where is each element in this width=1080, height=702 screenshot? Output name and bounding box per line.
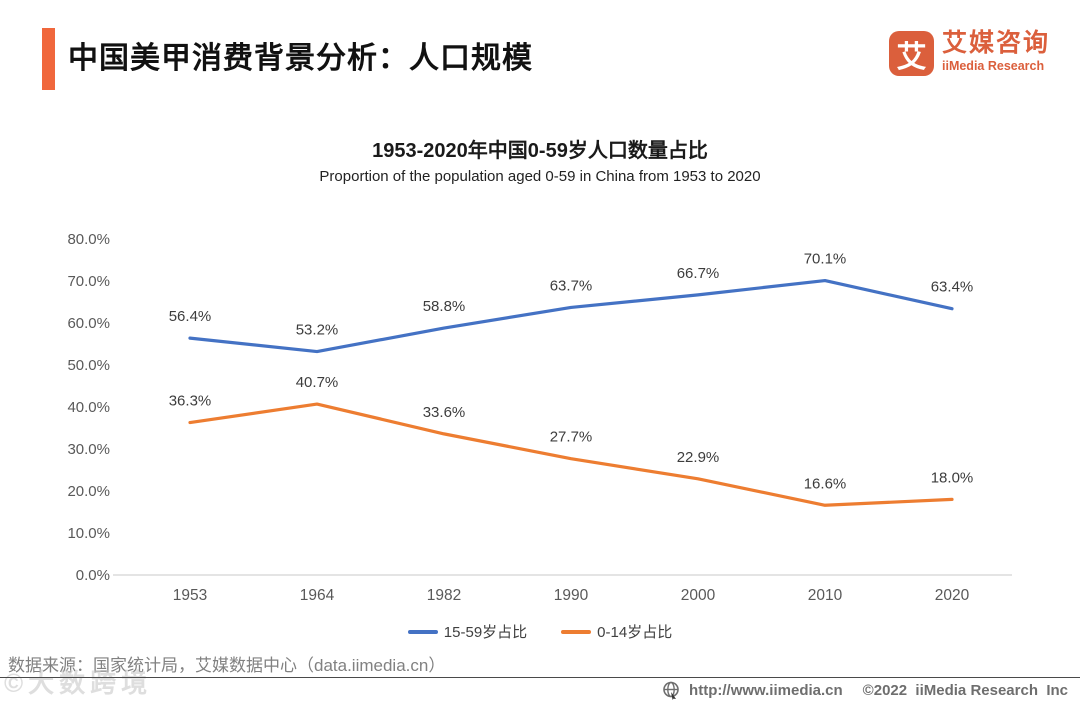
series-line-0 [188, 278, 954, 354]
website-url[interactable]: http://www.iimedia.cn [689, 682, 843, 699]
data-label: 66.7% [677, 265, 720, 282]
watermark-text: 大数跨境 [28, 668, 153, 698]
legend-label: 15-59岁占比 [443, 624, 528, 641]
bottom-bar: http://www.iimedia.cn ©2022 iiMedia Rese… [662, 681, 1068, 700]
logo-name-cn: 艾媒咨询 [942, 29, 1051, 57]
iimedia-logo-icon: 艾 [889, 31, 934, 76]
y-axis-tick: 70.0% [67, 273, 110, 290]
x-axis-label: 1982 [427, 587, 461, 604]
x-axis-label: 1964 [300, 587, 335, 604]
iimedia-logo: 艾 艾媒咨询 iiMedia Research [889, 31, 1050, 76]
data-label: 53.2% [296, 322, 339, 339]
x-axis-label: 2010 [808, 587, 843, 604]
data-label: 36.3% [169, 393, 212, 410]
logo-name-en: iiMedia Research [942, 59, 1045, 73]
y-axis-tick: 20.0% [67, 483, 110, 500]
y-axis-tick: 40.0% [67, 399, 110, 416]
y-axis-tick: 60.0% [67, 315, 110, 332]
y-axis-tick: 30.0% [67, 441, 110, 458]
data-label: 56.4% [169, 308, 212, 325]
y-axis-tick: 0.0% [76, 567, 110, 584]
chart-title: 1953-2020年中国0-59岁人口数量占比 [372, 140, 708, 162]
legend-swatch [407, 629, 438, 634]
chart-subtitle: Proportion of the population aged 0-59 i… [319, 168, 761, 185]
data-label: 27.7% [550, 429, 593, 446]
series-line-1 [188, 402, 954, 507]
line-chart: 0.0% 10.0% 20.0% 30.0% 40.0% 50.0% 60.0% 70.0% 8… [67, 231, 1012, 604]
globe-icon [663, 681, 679, 700]
footer-divider [0, 677, 1080, 678]
watermark: ©大数跨境 [4, 663, 152, 700]
y-axis-tick: 10.0% [67, 525, 110, 542]
data-label: 70.1% [804, 251, 847, 268]
y-axis-tick: 80.0% [67, 231, 110, 248]
watermark-copyright-glyph: © [4, 668, 29, 698]
x-axis-label: 1953 [173, 587, 207, 604]
data-source-note: 数据来源：国家统计局，艾媒数据中心（data.iimedia.cn） [8, 656, 446, 675]
title-accent-bar [42, 28, 55, 90]
x-axis-label: 1990 [554, 587, 589, 604]
data-label: 16.6% [804, 475, 847, 492]
x-axis-label: 2020 [935, 587, 970, 604]
legend-item: 0-14岁占比 [561, 621, 672, 642]
logo-text: 艾媒咨询 iiMedia Research [942, 31, 1050, 73]
data-label: 33.6% [423, 404, 466, 421]
data-label: 40.7% [296, 374, 339, 391]
page-title: 中国美甲消费背景分析：人口规模 [68, 42, 533, 75]
legend-item: 15-59岁占比 [407, 621, 528, 642]
legend-label: 0-14岁占比 [597, 624, 673, 641]
data-label: 58.8% [423, 298, 466, 315]
data-label: 63.7% [550, 277, 593, 294]
chart-legend: 15-59岁占比 0-14岁占比 [0, 621, 1080, 642]
data-label: 63.4% [931, 279, 974, 296]
y-axis-tick: 50.0% [67, 357, 110, 374]
x-axis-label: 2000 [681, 587, 716, 604]
copyright-text: ©2022 iiMedia Research Inc [862, 682, 1068, 699]
data-label: 18.0% [931, 469, 974, 486]
data-label: 22.9% [677, 449, 720, 466]
legend-swatch [561, 629, 592, 634]
